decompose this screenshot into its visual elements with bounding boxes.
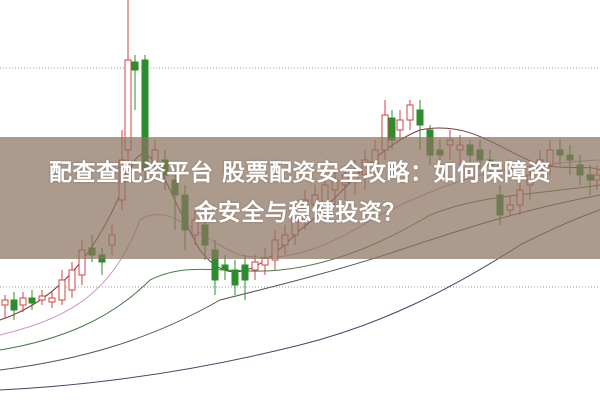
candle-body <box>231 269 239 286</box>
headline-overlay <box>0 137 600 259</box>
candle-body <box>10 299 18 311</box>
candle-body <box>416 109 424 126</box>
candle-body <box>58 279 66 301</box>
candle-body <box>241 264 249 281</box>
candle-body <box>1 299 9 306</box>
candle-body <box>221 264 229 271</box>
candle-body <box>28 297 36 304</box>
headline-line-2: 金安全与稳健投资？ <box>194 200 406 226</box>
candle-body <box>131 61 139 71</box>
candle-body <box>396 119 404 131</box>
candle-body <box>406 104 414 121</box>
headline: 配查查配资平台 股票配资安全攻略：如何保障资 金安全与稳健投资？ <box>0 153 600 233</box>
candle-body <box>251 261 259 271</box>
candle-body <box>19 297 27 306</box>
candle-body <box>38 295 46 301</box>
headline-line-1: 配查查配资平台 股票配资安全攻略：如何保障资 <box>48 160 551 186</box>
candle-body <box>48 297 56 303</box>
candle-body <box>261 257 269 266</box>
candle-body <box>68 269 76 291</box>
